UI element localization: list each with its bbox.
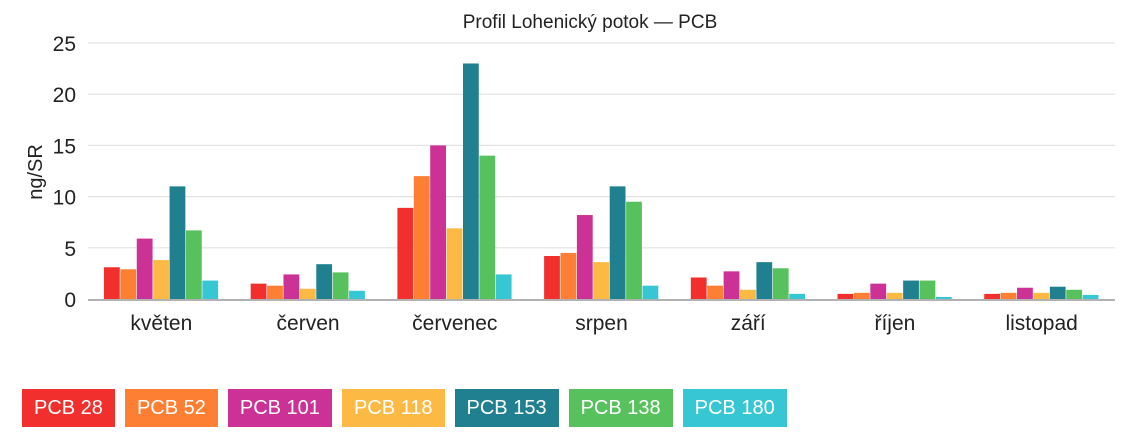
x-tick-label: červen (277, 312, 340, 335)
bar-pcb-153-0 (169, 186, 186, 299)
legend-item-pcb-101: PCB 101 (227, 389, 332, 427)
bar-pcb-52-2 (413, 176, 430, 299)
bar-pcb-28-1 (250, 283, 267, 299)
x-tick-label: květen (130, 312, 192, 335)
legend-item-pcb-28: PCB 28 (22, 389, 115, 427)
bar-pcb-138-4 (772, 268, 789, 299)
y-axis-label: ng/SR (25, 144, 47, 200)
bar-pcb-52-4 (707, 285, 724, 299)
bar-pcb-153-2 (462, 63, 479, 300)
bar-pcb-101-4 (723, 271, 740, 299)
legend-item-pcb-118: PCB 118 (341, 389, 445, 427)
bar-pcb-153-3 (609, 186, 626, 299)
bar-pcb-138-1 (332, 272, 349, 299)
bar-pcb-118-4 (740, 289, 756, 299)
bar-pcb-118-0 (153, 260, 169, 299)
legend: PCB 28 PCB 52 PCB 101 PCB 118 PCB 153 PCB 138… (22, 389, 787, 427)
y-tick-label: 0 (64, 289, 76, 312)
y-tick-label: 10 (53, 187, 76, 210)
bar-pcb-52-0 (120, 269, 137, 299)
x-tick-label: září (731, 312, 766, 335)
bar-pcb-180-2 (495, 274, 512, 299)
bar-pcb-138-6 (1066, 289, 1083, 299)
bar-pcb-28-5 (837, 293, 854, 299)
bar-pcb-28-6 (984, 293, 1001, 299)
legend-item-pcb-138: PCB 138 (568, 389, 673, 427)
bar-pcb-101-2 (430, 145, 446, 299)
x-tick-label: srpen (575, 312, 628, 335)
y-tick-label: 15 (53, 135, 76, 158)
x-tick-label: říjen (874, 312, 915, 335)
bar-pcb-101-0 (136, 238, 153, 299)
y-tick-label: 20 (53, 84, 76, 107)
legend-item-pcb-153: PCB 153 (454, 389, 559, 427)
y-tick-label: 5 (64, 238, 76, 261)
bar-pcb-153-4 (756, 262, 773, 299)
bar-pcb-52-3 (560, 252, 577, 299)
bar-pcb-28-3 (544, 255, 560, 299)
bar-pcb-138-2 (479, 155, 496, 299)
bar-pcb-28-2 (397, 207, 414, 299)
bar-pcb-52-5 (853, 292, 870, 299)
bar-pcb-138-5 (919, 280, 936, 299)
bar-pcb-138-3 (626, 201, 642, 299)
bar-pcb-180-4 (789, 293, 806, 299)
bar-pcb-101-1 (283, 274, 300, 299)
bar-pcb-153-5 (903, 280, 919, 299)
x-tick-label: listopad (1005, 312, 1077, 335)
y-tick-label: 25 (53, 33, 76, 56)
bar-pcb-180-1 (349, 290, 365, 299)
bar-pcb-28-0 (103, 267, 120, 299)
legend-item-pcb-52: PCB 52 (124, 389, 218, 427)
legend-item-pcb-180: PCB 180 (682, 389, 787, 427)
bar-pcb-118-1 (299, 288, 316, 299)
bar-pcb-101-5 (870, 283, 887, 299)
bar-pcb-118-2 (446, 228, 463, 299)
bar-pcb-101-6 (1017, 287, 1033, 299)
bar-pcb-52-1 (267, 285, 283, 299)
bar-pcb-118-3 (593, 262, 610, 299)
bar-pcb-118-6 (1033, 292, 1050, 299)
bar-pcb-180-5 (935, 296, 952, 299)
bar-chart: Profil Lohenický potok — PCB ng/SR 0 5 10 1… (25, 12, 1115, 335)
bar-pcb-52-6 (1000, 292, 1017, 299)
bar-pcb-180-6 (1082, 294, 1099, 299)
bar-pcb-101-3 (576, 215, 593, 299)
bar-pcb-153-6 (1049, 286, 1066, 299)
bar-pcb-28-4 (690, 277, 707, 299)
bar-pcb-180-0 (202, 280, 219, 299)
bar-pcb-153-1 (316, 264, 333, 299)
bar-pcb-138-0 (185, 230, 202, 299)
bar-pcb-180-3 (642, 285, 659, 299)
x-tick-label: červenec (412, 312, 497, 335)
bar-pcb-118-5 (886, 292, 903, 299)
chart-title: Profil Lohenický potok — PCB (463, 12, 718, 33)
